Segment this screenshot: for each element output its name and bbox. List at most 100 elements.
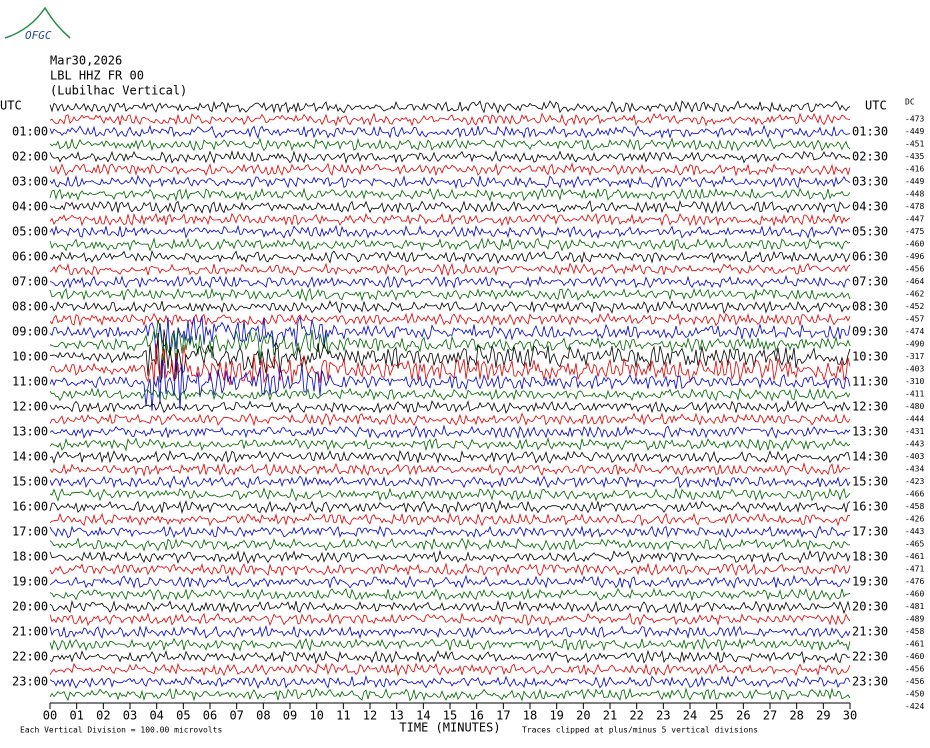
half-hour-label: 07:30: [852, 275, 888, 289]
x-tick-label: 09: [283, 709, 297, 723]
x-tick-label: 12: [363, 709, 377, 723]
trace: [49, 475, 851, 489]
x-tick-label: 24: [683, 709, 697, 723]
x-tick-label: 23: [656, 709, 670, 723]
x-tick-label: 06: [203, 709, 217, 723]
trace: [49, 574, 851, 590]
trace: [49, 137, 851, 152]
hour-label: 16:00: [12, 500, 48, 514]
trace-offset: -471: [905, 565, 924, 574]
trace: [49, 315, 851, 355]
trace: [49, 687, 851, 702]
trace-offset: -317: [905, 352, 924, 361]
trace-offset: -458: [905, 627, 924, 636]
trace-offset: -456: [905, 677, 924, 686]
x-tick-label: 29: [816, 709, 830, 723]
trace-offset: -475: [905, 227, 924, 236]
trace-offset: -462: [905, 290, 924, 299]
x-tick-label: 20: [576, 709, 590, 723]
trace-offset: -452: [905, 302, 924, 311]
half-hour-label: 06:30: [852, 250, 888, 264]
half-hour-label: 10:30: [852, 350, 888, 364]
trace: [49, 262, 851, 277]
hour-label: 08:00: [12, 300, 48, 314]
trace: [49, 537, 851, 552]
x-tick-label: 01: [69, 709, 83, 723]
half-hour-label: 09:30: [852, 325, 888, 339]
hour-label: 18:00: [12, 550, 48, 564]
x-tick-label: 04: [149, 709, 163, 723]
trace: [49, 287, 851, 302]
trace: [49, 387, 851, 402]
trace-offset: -460: [905, 240, 924, 249]
trace-offset: -461: [905, 640, 924, 649]
trace-offset: -480: [905, 402, 924, 411]
hour-label: 05:00: [12, 225, 48, 239]
trace-offset: -443: [905, 440, 924, 449]
trace-offset: -435: [905, 152, 924, 161]
half-hour-label: 13:30: [852, 425, 888, 439]
trace: [49, 329, 851, 383]
trace: [49, 662, 851, 677]
trace-offset: -448: [905, 190, 924, 199]
half-hour-label: 05:30: [852, 225, 888, 239]
half-hour-label: 11:30: [852, 375, 888, 389]
hour-label: 06:00: [12, 250, 48, 264]
location: (Lubilhac Vertical): [50, 84, 187, 98]
trace-offset: -423: [905, 477, 924, 486]
trace-offset: -450: [905, 690, 924, 699]
trace-offset: -411: [905, 390, 924, 399]
trace: [49, 487, 851, 502]
trace: [49, 343, 851, 386]
trace-offset: -451: [905, 140, 924, 149]
x-tick-label: 22: [629, 709, 643, 723]
trace: [49, 512, 851, 527]
clip-note: Traces clipped at plus/minus 5 vertical …: [522, 726, 758, 735]
trace-offset: -449: [905, 177, 924, 186]
half-hour-label: 03:30: [852, 175, 888, 189]
trace: [49, 199, 851, 214]
trace-offset: -464: [905, 277, 924, 286]
x-tick-label: 15: [443, 709, 457, 723]
trace: [49, 274, 851, 290]
trace: [49, 424, 851, 440]
trace-offset: -456: [905, 265, 924, 274]
trace-offset: -481: [905, 602, 924, 611]
trace: [49, 587, 851, 601]
half-hour-label: 19:30: [852, 575, 888, 589]
trace-offset: -456: [905, 665, 924, 674]
trace: [49, 499, 851, 515]
half-hour-label: 04:30: [852, 200, 888, 214]
x-tick-label: 08: [256, 709, 270, 723]
trace-offset: -460: [905, 652, 924, 661]
trace-offset: -444: [905, 415, 924, 424]
x-tick-label: 02: [96, 709, 110, 723]
trace: [49, 437, 851, 452]
trace: [49, 612, 851, 627]
hour-label: 04:00: [12, 200, 48, 214]
hour-label: 02:00: [12, 150, 48, 164]
trace-offset: -458: [905, 502, 924, 511]
x-tick-label: 13: [389, 709, 403, 723]
half-hour-label: 16:30: [852, 500, 888, 514]
half-hour-label: 01:30: [852, 125, 888, 139]
hour-label: 10:00: [12, 350, 48, 364]
trace-offset: -457: [905, 315, 924, 324]
trace: [49, 299, 851, 315]
trace: [49, 249, 851, 264]
trace: [49, 100, 851, 115]
hour-label: 11:00: [12, 375, 48, 389]
trace: [49, 412, 851, 427]
trace-offset: -461: [905, 552, 924, 561]
trace: [49, 649, 851, 665]
trace: [49, 599, 851, 615]
x-tick-label: 07: [229, 709, 243, 723]
half-hour-label: 17:30: [852, 525, 888, 539]
half-hour-label: 14:30: [852, 450, 888, 464]
trace-offset: -424: [905, 702, 924, 711]
trace-offset: -443: [905, 527, 924, 536]
trace-offset: -426: [905, 515, 924, 524]
x-tick-label: 26: [736, 709, 750, 723]
trace: [49, 449, 851, 465]
x-tick-label: 18: [523, 709, 537, 723]
